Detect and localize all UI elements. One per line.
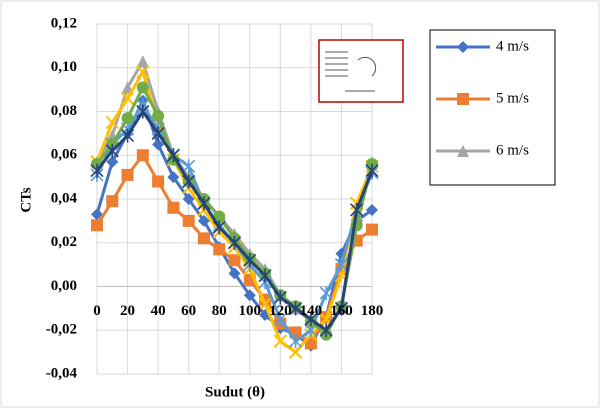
data-point: [366, 223, 378, 236]
x-tick-label: 100: [239, 303, 262, 319]
data-point: [197, 232, 210, 245]
data-point: [182, 159, 196, 174]
data-point: [166, 148, 180, 163]
data-point: [136, 65, 150, 79]
data-point: [212, 220, 226, 235]
data-point: [120, 128, 135, 143]
data-point: [136, 104, 150, 119]
data-point: [106, 195, 119, 208]
data-point: [273, 312, 287, 327]
legend-label: 4 m/s: [496, 38, 529, 54]
data-point: [258, 268, 272, 283]
data-point: [227, 235, 242, 250]
y-tick-label: 0,10: [51, 59, 77, 75]
data-point: [365, 163, 379, 178]
data-point: [304, 312, 318, 327]
data-point: [182, 174, 196, 189]
x-tick-label: 0: [93, 303, 101, 319]
data-point: [182, 214, 195, 227]
data-point: [152, 175, 165, 188]
data-point: [319, 286, 333, 301]
data-point: [105, 143, 119, 158]
data-point: [243, 289, 256, 302]
data-point: [350, 202, 364, 217]
data-point: [136, 149, 149, 162]
data-point: [91, 219, 103, 232]
inset-icon: [318, 39, 404, 103]
y-tick-label: 0,02: [51, 234, 77, 250]
data-point: [213, 210, 226, 223]
y-tick-label: 0,08: [51, 103, 77, 119]
x-tick-label: 160: [330, 303, 353, 319]
legend-marker: [457, 145, 469, 157]
legend-label: 5 m/s: [496, 90, 529, 106]
x-tick-label: 60: [181, 303, 196, 319]
data-point: [91, 208, 103, 221]
data-point: [121, 112, 134, 125]
data-point: [334, 301, 349, 316]
data-point: [273, 290, 287, 305]
data-point: [319, 323, 333, 338]
data-point: [334, 257, 349, 272]
data-point: [136, 81, 149, 94]
data-point: [243, 253, 257, 268]
data-point: [151, 126, 165, 141]
data-point: [152, 109, 165, 122]
data-point: [366, 203, 378, 216]
data-point: [152, 138, 165, 151]
data-point: [228, 267, 241, 280]
data-point: [228, 254, 241, 267]
data-point: [105, 115, 119, 130]
data-point: [90, 163, 104, 178]
x-tick-label: 20: [120, 303, 135, 319]
data-point: [167, 201, 180, 214]
data-point: [288, 345, 303, 359]
data-point: [258, 297, 272, 311]
x-tick-label: 40: [151, 303, 166, 319]
data-point: [197, 196, 211, 211]
data-point: [121, 168, 134, 181]
y-tick-label: 0,12: [51, 15, 77, 31]
data-point: [120, 91, 135, 106]
y-tick-label: -0,04: [46, 365, 78, 381]
data-point: [304, 337, 317, 350]
data-point: [289, 301, 303, 316]
data-point: [182, 193, 195, 205]
x-tick-label: 140: [300, 303, 323, 319]
legend-marker: [457, 93, 469, 105]
y-tick-label: 0,06: [51, 147, 78, 163]
y-tick-label: -0,02: [46, 322, 77, 338]
legend-marker: [457, 41, 469, 53]
y-axis-label: CTs: [18, 187, 34, 212]
x-axis-label: Sudut (θ): [205, 384, 265, 400]
data-point: [273, 334, 288, 348]
data-point: [106, 155, 119, 168]
x-tick-label: 180: [361, 303, 384, 319]
legend-box: [429, 29, 556, 186]
legend-label: 6 m/s: [496, 142, 529, 158]
y-tick-label: 0,00: [51, 278, 77, 294]
data-point: [289, 334, 303, 349]
data-point: [213, 243, 226, 256]
y-tick-label: 0,04: [51, 190, 78, 206]
x-tick-label: 80: [212, 303, 227, 319]
x-tick-label: 120: [269, 303, 292, 319]
data-point: [197, 214, 210, 227]
data-point: [136, 55, 149, 68]
data-point: [167, 171, 180, 184]
